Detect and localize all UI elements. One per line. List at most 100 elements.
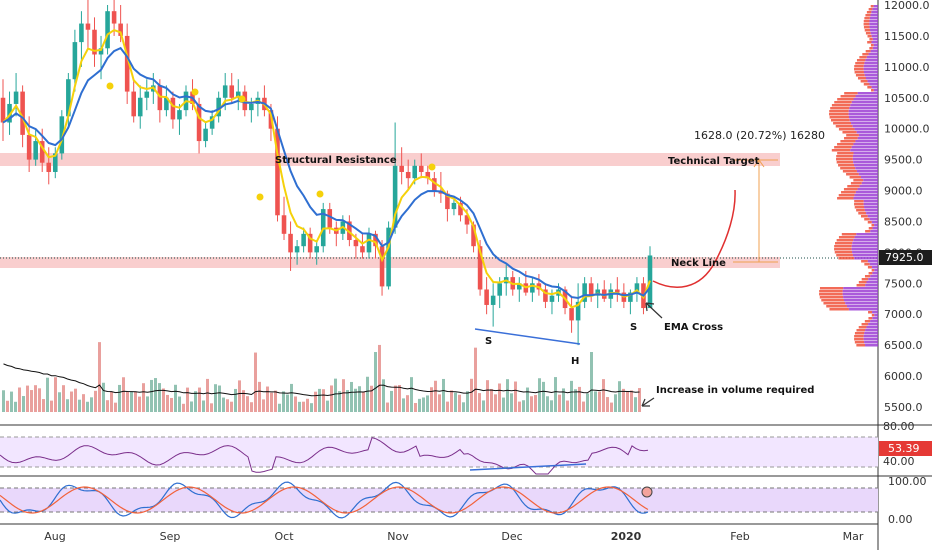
volume-bar — [278, 403, 281, 412]
volume-bar — [462, 402, 465, 412]
volume-bar — [138, 396, 141, 412]
volume-bar — [38, 388, 41, 412]
left-shoulder-label: S — [485, 336, 492, 347]
volume-profile — [819, 5, 878, 347]
price-tick-label: 9000.0 — [884, 185, 923, 198]
volume-bar — [482, 400, 485, 412]
candle — [543, 283, 548, 309]
volume-bar — [162, 388, 165, 412]
volume-bar — [598, 391, 601, 412]
volume-bar — [90, 397, 93, 412]
time-tick-label: Sep — [160, 530, 181, 543]
volume-bar — [402, 398, 405, 412]
volume-bar — [146, 396, 149, 412]
volume-bar — [290, 383, 293, 412]
volume-moving-average — [3, 363, 640, 397]
price-tick-label: 6500.0 — [884, 339, 923, 352]
candle — [432, 171, 437, 197]
volume-bar — [6, 400, 9, 412]
volume-bar — [218, 385, 221, 412]
volume-bar — [490, 388, 493, 412]
volume-bar — [154, 378, 157, 412]
volume-bar — [486, 380, 489, 412]
volume-bar — [214, 384, 217, 412]
candle — [379, 240, 385, 296]
volume-bar — [626, 391, 629, 412]
volume-bar — [158, 383, 161, 412]
price-tick-label: 10500.0 — [884, 92, 930, 105]
volume-bar — [302, 401, 305, 412]
volume-bar — [578, 386, 581, 412]
price-tick-label: 9500.0 — [884, 154, 923, 167]
candle — [530, 277, 535, 302]
volume-bar — [378, 344, 381, 412]
volume-bar — [258, 381, 261, 412]
candle — [575, 283, 581, 346]
candle — [418, 153, 424, 179]
volume-bar — [294, 396, 297, 412]
volume-bar — [606, 397, 609, 412]
candle — [294, 240, 300, 265]
volume-bar — [14, 401, 17, 412]
volume-bar — [386, 402, 389, 412]
volume-bar — [394, 385, 397, 412]
candle — [59, 110, 65, 160]
candle — [517, 277, 522, 302]
volume-bar — [570, 380, 573, 412]
volume-bar — [318, 388, 321, 412]
candle — [386, 221, 391, 290]
candle — [235, 79, 241, 111]
volume-bar — [206, 378, 209, 412]
volume-bar — [438, 394, 441, 412]
rsi-value-text: 53.39 — [888, 442, 920, 455]
projection-curve — [652, 189, 736, 288]
volume-bars — [2, 342, 641, 412]
candle — [569, 295, 574, 333]
volume-bar — [226, 399, 229, 412]
volume-bar — [618, 381, 621, 412]
candle — [46, 147, 52, 185]
price-tick-label: 7500.0 — [884, 277, 923, 290]
volume-bar — [506, 379, 509, 412]
volume-bar — [350, 381, 353, 412]
cross-marker — [256, 193, 264, 201]
rsi-divergence-line — [469, 463, 587, 471]
volume-bar — [594, 391, 597, 412]
volume-bar — [434, 380, 437, 412]
volume-bar — [194, 391, 197, 412]
candle — [144, 79, 150, 111]
volume-bar — [430, 387, 433, 412]
volume-bar — [94, 390, 97, 412]
volume-bar — [582, 401, 585, 412]
volume-bar — [346, 390, 349, 412]
candle — [288, 221, 293, 271]
rsi-value-tag — [879, 441, 932, 456]
measure-arrow — [753, 159, 765, 168]
volume-bar — [182, 403, 185, 412]
volume-bar — [282, 391, 285, 412]
volume-bar — [254, 352, 257, 412]
volume-bar — [558, 394, 561, 412]
rsi-axis-80: 80.00 — [883, 420, 915, 433]
structural-resistance-label: Structural Resistance — [275, 155, 397, 166]
volume-bar — [450, 390, 453, 412]
technical-target-label: Technical Target — [668, 156, 760, 167]
current-price-text: 7925.0 — [885, 251, 924, 264]
candle — [105, 5, 110, 55]
volume-bar — [306, 398, 309, 412]
volume-bar — [342, 379, 345, 412]
volume-bar — [174, 384, 177, 412]
volume-bar — [426, 395, 429, 412]
time-tick-label: 2020 — [611, 530, 642, 543]
volume-bar — [554, 377, 557, 412]
candle — [177, 103, 182, 135]
candle — [0, 79, 6, 142]
candle — [52, 147, 58, 179]
volume-arrowhead — [641, 398, 650, 407]
price-axis-labels: 12000.0 11500.0 11000.0 10500.0 10000.0 9500.… — [884, 0, 930, 414]
rsi-band — [0, 437, 878, 467]
cross-marker — [428, 163, 436, 171]
candle — [170, 91, 176, 129]
